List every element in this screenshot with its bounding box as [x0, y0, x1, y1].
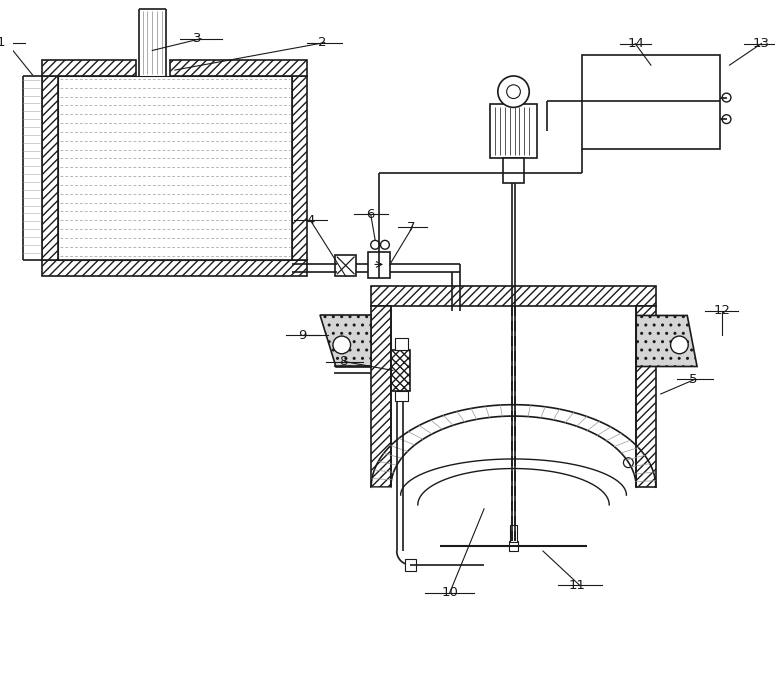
Text: 8: 8 — [340, 355, 348, 368]
Text: 2: 2 — [318, 36, 327, 49]
Bar — [335, 254, 356, 276]
Bar — [43, 76, 58, 260]
Bar — [43, 260, 307, 276]
Circle shape — [498, 76, 529, 107]
Text: 1: 1 — [0, 36, 5, 49]
Text: 3: 3 — [193, 32, 202, 45]
Circle shape — [371, 240, 379, 249]
Text: 4: 4 — [307, 214, 314, 226]
Circle shape — [380, 240, 390, 249]
Bar — [503, 158, 525, 183]
Bar — [369, 252, 390, 278]
Circle shape — [623, 458, 633, 468]
Circle shape — [722, 115, 731, 124]
Text: 10: 10 — [442, 586, 458, 599]
Bar — [508, 541, 518, 551]
Text: 5: 5 — [689, 373, 698, 386]
Bar — [636, 305, 656, 488]
Bar — [404, 559, 417, 571]
Bar — [490, 105, 537, 158]
Bar — [391, 350, 411, 391]
Bar — [371, 286, 656, 305]
Text: 14: 14 — [628, 37, 645, 50]
Text: 7: 7 — [407, 220, 416, 234]
Bar — [170, 61, 307, 76]
Bar — [395, 338, 408, 350]
Text: 9: 9 — [298, 328, 307, 341]
Text: 11: 11 — [569, 579, 586, 592]
Text: 12: 12 — [713, 304, 730, 317]
Text: 13: 13 — [753, 37, 769, 50]
Circle shape — [333, 336, 351, 354]
Bar — [292, 76, 307, 260]
Bar — [510, 524, 518, 542]
Bar — [371, 305, 391, 488]
Bar — [582, 55, 719, 149]
Circle shape — [670, 336, 688, 354]
Text: 6: 6 — [366, 208, 374, 221]
Circle shape — [722, 93, 731, 102]
Bar — [58, 76, 292, 260]
Circle shape — [507, 85, 521, 99]
Polygon shape — [636, 316, 697, 367]
Polygon shape — [320, 316, 371, 367]
Bar — [395, 391, 408, 401]
Bar — [43, 61, 136, 76]
